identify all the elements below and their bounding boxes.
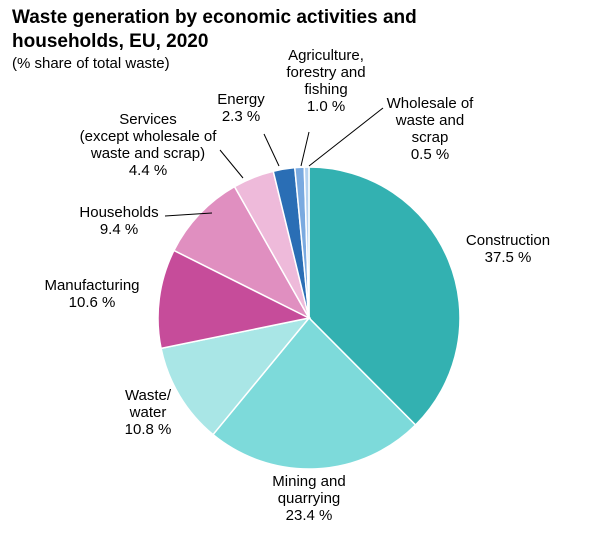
slice-label-line: water <box>129 404 167 421</box>
slice-label-line: 1.0 % <box>307 98 345 115</box>
slice-label-line: Households <box>79 204 158 221</box>
leader-line-6 <box>263 133 280 167</box>
leader-line-7 <box>300 131 310 167</box>
chart-subtitle: (% share of total waste) <box>12 55 170 72</box>
slice-label-line: 10.8 % <box>125 421 172 438</box>
slice-label-line: Mining and <box>272 473 345 490</box>
slice-label-line: Energy <box>217 91 265 108</box>
pie-slice-1 <box>211 316 417 470</box>
slice-label-3: Manufacturing 10.6 % <box>44 277 139 311</box>
slice-label-line: 10.6 % <box>69 294 116 311</box>
leader-lines <box>164 107 384 217</box>
slice-label-6: Energy 2.3 % <box>217 91 265 125</box>
slice-label-line: waste and <box>395 112 464 129</box>
pie-slices <box>157 166 461 470</box>
pie-slice-8 <box>303 166 310 319</box>
slice-label-0: Construction 37.5 % <box>466 232 550 266</box>
slice-label-line: 23.4 % <box>286 507 333 524</box>
leader-line-8 <box>308 107 384 167</box>
slice-label-line: forestry and <box>286 64 365 81</box>
pie-slice-3 <box>157 249 312 350</box>
leader-line-5 <box>219 149 244 179</box>
leader-line-4 <box>164 212 213 217</box>
slice-label-line: waste and scrap) <box>90 145 205 162</box>
slice-label-line: Agriculture, <box>288 47 364 64</box>
slice-label-line: Construction <box>466 232 550 249</box>
slice-label-line: Manufacturing <box>44 277 139 294</box>
slice-label-1: Mining and quarrying 23.4 % <box>272 473 345 524</box>
slice-label-line: Wholesale of <box>387 95 475 112</box>
slice-label-line: Services <box>119 111 177 128</box>
slice-label-line: fishing <box>304 81 347 98</box>
slice-label-line: scrap <box>412 129 449 146</box>
slice-label-line: 2.3 % <box>222 108 260 125</box>
slice-label-line: (except wholesale of <box>80 128 218 145</box>
slice-label-8: Wholesale of waste and scrap 0.5 % <box>387 95 475 163</box>
slice-label-4: Households 9.4 % <box>79 204 158 238</box>
slice-label-line: 9.4 % <box>100 221 138 238</box>
slice-label-line: 0.5 % <box>411 146 449 163</box>
slice-label-7: Agriculture, forestry and fishing 1.0 % <box>286 47 365 115</box>
chart-title: Waste generation by economic activities … <box>12 7 417 52</box>
pie-slice-0 <box>308 166 461 427</box>
slice-label-line: 37.5 % <box>485 249 532 266</box>
slice-label-line: 4.4 % <box>129 162 167 179</box>
slice-label-line: Waste/ <box>125 387 172 404</box>
slice-label-5: Services (except wholesale of waste and sc… <box>80 111 218 179</box>
slice-label-line: quarrying <box>278 490 341 507</box>
slice-label-2: Waste/water 10.8 % <box>125 387 172 438</box>
slice-labels: Construction 37.5 % Mining and quarrying 23.… <box>44 47 550 524</box>
pie-slice-2 <box>160 316 311 436</box>
